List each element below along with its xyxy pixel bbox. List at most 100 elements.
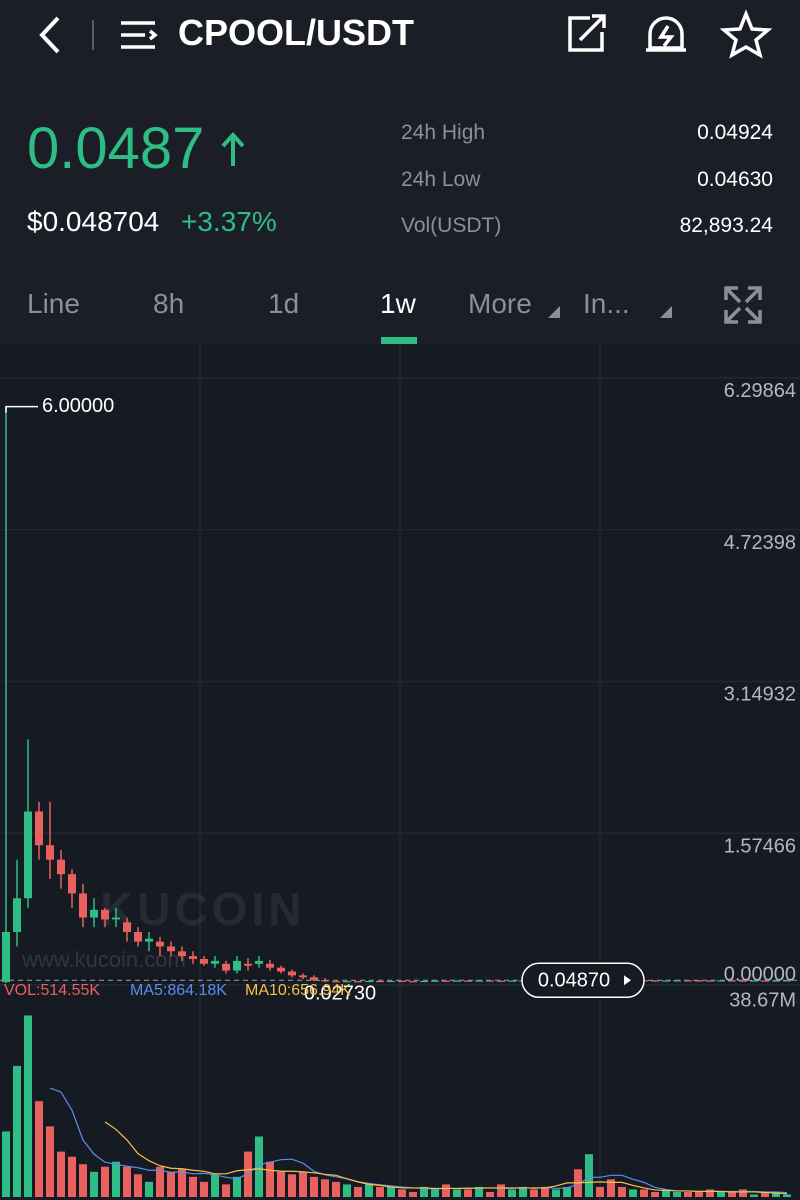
back-button[interactable]	[39, 16, 60, 54]
candle-body	[2, 931, 10, 983]
candle-body	[112, 917, 120, 920]
legend-entry: MA5:864.18K	[130, 982, 227, 999]
last-price-tag	[521, 962, 645, 999]
legend-entry: MA10:656.94K	[245, 982, 351, 999]
volume-bar	[508, 1189, 516, 1197]
dropdown-icon	[660, 306, 672, 318]
volume-bar	[783, 1194, 791, 1197]
candle-body	[376, 980, 384, 983]
stat-label: 24h High	[401, 121, 486, 144]
stat-label: 24h Low	[401, 168, 481, 191]
volume-bar	[596, 1186, 604, 1197]
y-tick-label: 3.14932	[724, 684, 796, 706]
tab[interactable]: In...	[583, 288, 630, 319]
candle-body	[706, 980, 714, 982]
volume-bar	[585, 1154, 593, 1197]
candle-body	[35, 811, 43, 846]
stat-value: 0.04924	[697, 121, 773, 144]
candle-body	[310, 977, 318, 981]
tab[interactable]: Line	[27, 288, 80, 319]
candle-body	[255, 960, 263, 964]
candle-body	[343, 981, 351, 983]
fullscreen-button[interactable]	[724, 286, 762, 324]
last-price-label: 0.04870	[538, 970, 610, 992]
volume-bar	[90, 1171, 98, 1197]
candle-body	[156, 941, 164, 947]
last-price: 0.0487	[27, 116, 205, 181]
candle-body	[365, 980, 373, 983]
volume-bar	[288, 1174, 296, 1197]
candle-body	[475, 980, 483, 982]
candle-body	[233, 960, 241, 971]
volume-bar	[464, 1189, 472, 1197]
candle-body	[486, 980, 494, 982]
volume-bar	[79, 1164, 87, 1197]
candle-body	[145, 938, 153, 942]
volume-bar	[409, 1191, 417, 1197]
volume-bar	[2, 1131, 10, 1197]
volume-bar	[68, 1156, 76, 1197]
candle-body	[354, 981, 362, 983]
candle-body	[288, 971, 296, 976]
watermark-url: www.kucoin.com	[21, 947, 186, 972]
candle-body	[244, 963, 252, 966]
candle-body	[464, 980, 472, 982]
candle-body	[651, 980, 659, 982]
tab[interactable]: 1w	[380, 288, 416, 319]
candle-body	[695, 980, 703, 982]
alert-button[interactable]	[646, 16, 686, 52]
candle-body	[167, 946, 175, 952]
volume-bar	[167, 1171, 175, 1197]
ma-line	[104, 1121, 788, 1195]
candle-body	[46, 845, 54, 860]
volume-bar	[134, 1174, 142, 1197]
tab[interactable]: 1d	[268, 288, 300, 319]
candle-body	[211, 960, 219, 964]
pair-title: CPOOL/USDT	[178, 12, 415, 53]
volume-bar	[431, 1189, 439, 1197]
volume-bar	[607, 1179, 615, 1197]
share-button[interactable]	[568, 14, 606, 52]
volume-bar	[651, 1191, 659, 1197]
up-arrow	[221, 132, 245, 166]
volume-bar	[255, 1136, 263, 1197]
candle-body	[420, 980, 428, 983]
volume-bar	[530, 1189, 538, 1197]
usd-price: $0.048704	[27, 206, 160, 237]
volume-bar	[332, 1181, 340, 1197]
y-tick-label: 1.57466	[724, 836, 796, 858]
stat-value: 0.04630	[697, 168, 773, 191]
volume-bar	[695, 1191, 703, 1197]
menu-button[interactable]	[121, 21, 158, 49]
candle-body	[189, 956, 197, 959]
volume-bar	[299, 1171, 307, 1197]
volume-bar	[486, 1191, 494, 1197]
candle-body	[772, 980, 780, 982]
tab[interactable]: More	[468, 288, 532, 319]
volume-bar	[739, 1189, 747, 1197]
candle-body	[750, 980, 758, 982]
candle-body	[266, 963, 274, 968]
volume-bar	[277, 1171, 285, 1197]
volume-bar	[145, 1181, 153, 1197]
candle-body	[222, 963, 230, 971]
volume-bar	[376, 1186, 384, 1197]
volume-bar	[497, 1184, 505, 1197]
candle-body	[13, 898, 21, 932]
volume-bar	[101, 1166, 109, 1197]
candle-body	[24, 811, 32, 899]
candle-body	[123, 922, 131, 932]
y-tick-label: 6.29864	[724, 380, 796, 402]
tab[interactable]: 8h	[153, 288, 185, 319]
volume-bar	[200, 1181, 208, 1197]
volume-bar	[156, 1166, 164, 1197]
volume-bar	[13, 1065, 21, 1197]
candle-body	[90, 909, 98, 918]
volume-bar	[123, 1166, 131, 1197]
volume-bar	[321, 1179, 329, 1197]
favorite-button[interactable]	[719, 9, 773, 59]
volume-bar	[706, 1189, 714, 1197]
last-price-arrow	[624, 975, 631, 986]
candle-body	[497, 980, 505, 982]
